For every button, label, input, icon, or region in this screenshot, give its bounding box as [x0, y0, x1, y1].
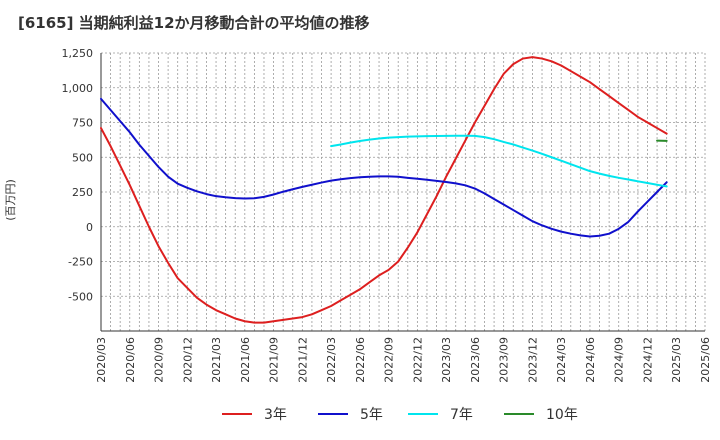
x-tick-label: 2021/12: [296, 337, 309, 383]
x-tick-label: 2020/12: [181, 337, 194, 383]
series-lines: [100, 56, 668, 324]
y-tick-label: 500: [72, 151, 93, 164]
legend: 3年 5年 7年 10年: [222, 407, 578, 423]
x-tick-label: 2020/09: [153, 337, 166, 383]
y-axis-label: (百万円): [4, 179, 17, 221]
x-tick-label: 2023/09: [498, 337, 511, 383]
x-tick-label: 2025/03: [670, 337, 683, 383]
x-tick-label: 2020/03: [95, 337, 108, 383]
x-tick-label: 2024/09: [613, 337, 626, 383]
x-tick-label: 2021/03: [210, 337, 223, 383]
series-line: [100, 97, 668, 238]
y-tick-label: -500: [68, 290, 93, 303]
y-tick-label: 750: [72, 117, 93, 130]
y-tick-label: 1,000: [62, 82, 94, 95]
legend-label: 7年: [450, 407, 473, 423]
series-line: [100, 56, 668, 324]
x-tick-labels: 2020/03 2020/06 2020/09 2020/12 2021/03 2021/…: [95, 337, 712, 383]
x-tick-label: 2023/06: [469, 337, 482, 383]
x-tick-label: 2024/12: [641, 337, 654, 383]
legend-label: 10年: [546, 407, 578, 423]
y-tick-label: 0: [86, 221, 93, 234]
y-tick-labels: 1,250 1,000 750 500 250 0 -250 -500: [62, 47, 94, 303]
chart-title: [6165] 当期純利益12か月移動合計の平均値の推移: [18, 14, 370, 32]
x-tick-label: 2025/06: [699, 337, 712, 383]
x-tick-label: 2024/03: [555, 337, 568, 383]
x-tick-label: 2022/09: [383, 337, 396, 383]
x-tick-label: 2020/06: [124, 337, 137, 383]
legend-label: 3年: [264, 407, 287, 423]
x-tick-label: 2021/06: [239, 337, 252, 383]
y-tick-label: 250: [72, 186, 93, 199]
grid: [100, 52, 706, 331]
y-tick-label: 1,250: [62, 47, 94, 60]
y-tick-label: -250: [68, 256, 93, 269]
legend-label: 5年: [360, 407, 383, 423]
x-tick-label: 2022/03: [325, 337, 338, 383]
x-tick-label: 2023/03: [440, 337, 453, 383]
x-tick-label: 2022/12: [411, 337, 424, 383]
x-tick-label: 2021/09: [268, 337, 281, 383]
x-tick-label: 2023/12: [526, 337, 539, 383]
x-tick-label: 2022/06: [354, 337, 367, 383]
x-tick-label: 2024/06: [584, 337, 597, 383]
series-line: [330, 134, 668, 188]
